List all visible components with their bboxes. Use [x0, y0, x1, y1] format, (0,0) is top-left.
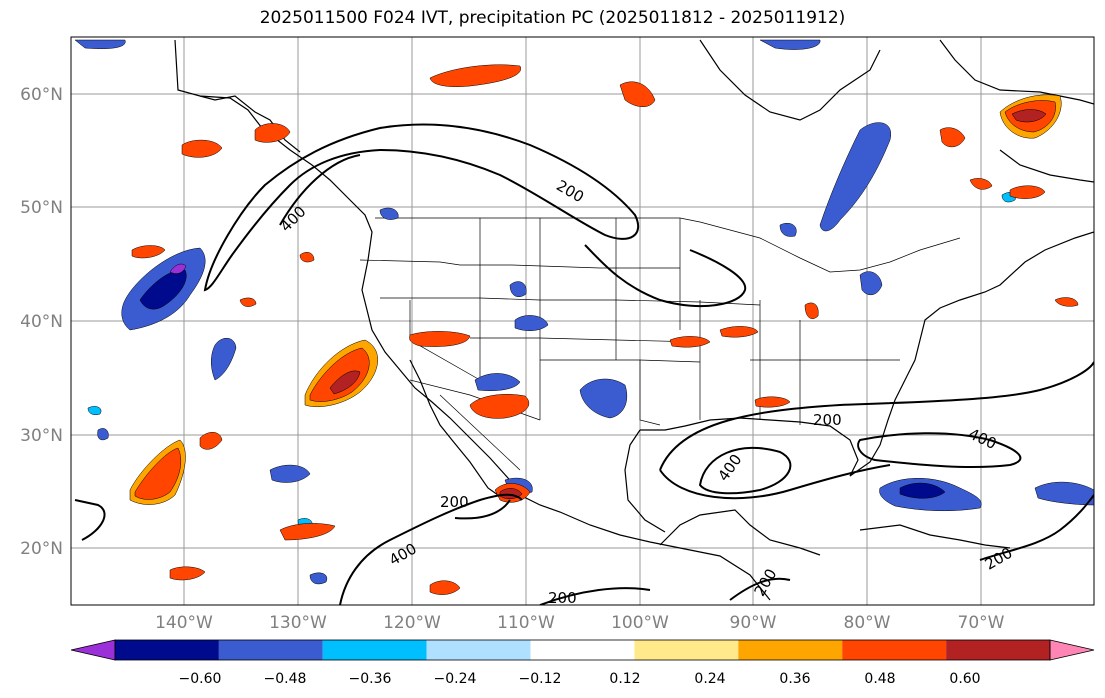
lat-label-60n: 60°N [20, 85, 63, 105]
ivt-contours [74, 123, 1094, 605]
lon-label-70w: 70°W [958, 613, 1005, 633]
lon-label-90w: 90°W [730, 613, 777, 633]
colorbar-tick-label: 0.12 [609, 671, 640, 687]
colorbar-segment [115, 640, 219, 660]
colorbar-tick-label: −0.24 [434, 671, 477, 687]
longitude-labels: 140°W 130°W 120°W 110°W 100°W 90°W 80°W … [155, 613, 1005, 633]
contour-label: 200 [548, 589, 577, 607]
colorbar-extend-low [70, 639, 116, 661]
graticule [71, 37, 1094, 605]
contour-label: 200 [813, 411, 842, 429]
political-borders [359, 217, 961, 471]
colorbar [70, 639, 1095, 661]
colorbar-tick-label: 0.60 [949, 671, 980, 687]
colorbar-segment [218, 640, 323, 660]
lat-label-50n: 50°N [20, 198, 63, 218]
colorbar-tick-label: −0.60 [179, 671, 222, 687]
colorbar-segment [426, 640, 531, 660]
map-title: 2025011500 F024 IVT, precipitation PC (2… [259, 8, 846, 28]
lon-label-120w: 120°W [383, 613, 441, 633]
lon-label-130w: 130°W [269, 613, 327, 633]
lat-label-40n: 40°N [20, 312, 63, 332]
colorbar-extend-high [1049, 639, 1095, 661]
positive-pc-shading [129, 64, 1079, 595]
lon-label-110w: 110°W [497, 613, 555, 633]
colorbar-segment [946, 640, 1050, 660]
colorbar-segment [634, 640, 739, 660]
latitude-labels: 60°N 50°N 40°N 30°N 20°N [20, 85, 63, 559]
lon-label-140w: 140°W [155, 613, 213, 633]
colorbar-segment [322, 640, 427, 660]
colorbar-tick-label: −0.36 [349, 671, 392, 687]
negative-pc-shading [74, 39, 1094, 585]
colorbar-outline [114, 639, 1051, 661]
contour-label: 200 [440, 493, 469, 511]
colorbar-segment [738, 640, 843, 660]
colorbar-tick-label: −0.48 [264, 671, 307, 687]
colorbar-tick-label: 0.36 [779, 671, 810, 687]
colorbar-tick-label: 0.48 [864, 671, 895, 687]
lon-label-100w: 100°W [611, 613, 669, 633]
lon-label-80w: 80°W [844, 613, 891, 633]
lat-label-20n: 20°N [20, 539, 63, 559]
colorbar-tick-labels: −0.60 −0.48 −0.36 −0.24 −0.12 0.12 0.24 … [179, 671, 981, 687]
colorbar-tick-label: 0.24 [694, 671, 725, 687]
lat-label-30n: 30°N [20, 426, 63, 446]
colorbar-segment [842, 640, 947, 660]
colorbar-segment [530, 640, 635, 660]
map-frame [70, 36, 1095, 606]
colorbar-tick-label: −0.12 [519, 671, 562, 687]
